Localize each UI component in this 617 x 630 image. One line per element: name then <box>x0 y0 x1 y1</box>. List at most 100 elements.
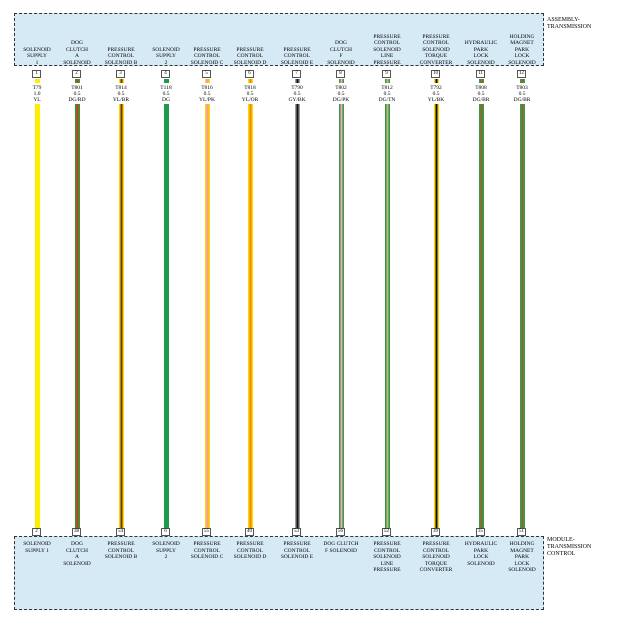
wire-color-code: DG/BR <box>472 97 490 103</box>
wire-info: T801 0.5 DG/RD <box>57 85 97 103</box>
wire-stub-top <box>74 79 80 83</box>
wire-color-code: YL <box>33 97 41 103</box>
wire <box>338 104 344 528</box>
top-connector-label: PRESSURE CONTROL SOLENOID D <box>233 46 267 66</box>
wire-color-code: YL/BK <box>427 97 445 103</box>
bottom-connector-label: PRESSURE CONTROL SOLENOID D <box>233 541 267 560</box>
top-pin-number: 2 <box>72 70 81 78</box>
wire-circuit: T818 <box>244 85 256 91</box>
top-connector-label: PRESSURE CONTROL SOLENOID C <box>190 46 224 66</box>
bottom-pin-number: 38 <box>72 528 81 536</box>
wire-gauge: 0.5 <box>73 91 81 97</box>
top-pin-number: 8 <box>336 70 345 78</box>
top-connector-label: HOLDING MAGNET PARK LOCK SOLENOID <box>508 33 536 66</box>
top-connector-label: SOLENOID SUPPLY 2 <box>152 46 180 66</box>
bottom-connector-label: SOLENOID SUPPLY 1 <box>23 541 51 554</box>
wire-stub-top <box>384 79 390 83</box>
wire-circuit: T792 <box>430 85 442 91</box>
wire-stub-top <box>34 79 40 83</box>
wire-color-code: DG/PK <box>332 97 350 103</box>
wire-stub-top <box>519 79 525 83</box>
top-connector-label: HYDRAULIC PARK LOCK SOLENOID <box>464 40 498 66</box>
top-connector-label: PRESSURE CONTROL SOLENOID LINE PRESSURE <box>373 33 401 66</box>
wire-gauge: 0.5 <box>293 91 301 97</box>
top-pin-number: 6 <box>245 70 254 78</box>
wire <box>478 104 484 528</box>
wire-gauge: 0.5 <box>117 91 125 97</box>
wire-stub-top <box>294 79 300 83</box>
bottom-pin-number: 51 <box>517 528 526 536</box>
wire-color-code: DG/BR <box>513 97 531 103</box>
wire-info: T808 0.5 DG/BR <box>461 85 501 103</box>
wire-color-code: GY/BK <box>288 97 306 103</box>
wire-gauge: 1.0 <box>33 91 41 97</box>
top-pin-number: 4 <box>161 70 170 78</box>
wire-info: T792 0.5 YL/BK <box>416 85 456 103</box>
top-pin-number: 11 <box>476 70 485 78</box>
wire <box>34 104 40 528</box>
wire-info: T816 0.5 YL/PK <box>187 85 227 103</box>
top-connector-label: PRESSURE CONTROL SOLENOID TORQUE CONVERT… <box>419 33 453 66</box>
bottom-connector-label: SOLENOID SUPPLY 2 <box>152 541 180 560</box>
wire-gauge: 0.5 <box>246 91 254 97</box>
wire-circuit: T802 <box>335 85 347 91</box>
wire-stub-top <box>338 79 344 83</box>
top-pin-number: 9 <box>382 70 391 78</box>
wire-gauge: 0.5 <box>337 91 345 97</box>
bottom-pin-number: 52 <box>382 528 391 536</box>
wire-circuit: T814 <box>115 85 127 91</box>
bottom-pin-number: 53 <box>292 528 301 536</box>
wire-info: T814 0.5 YL/BR <box>101 85 141 103</box>
bottom-connector-label: HYDRAULIC PARK LOCK SOLENOID <box>464 541 498 567</box>
wire-circuit: T118 <box>160 85 172 91</box>
wire-info: T818 0.5 YL/OR <box>230 85 270 103</box>
wire-info: T118 0.5 DG <box>146 85 186 103</box>
bottom-connector-label: PRESSURE CONTROL SOLENOID C <box>190 541 224 560</box>
top-connector-label: DOG CLUTCH A SOLENOID <box>63 40 91 66</box>
wire-color-code: DG/TN <box>378 97 396 103</box>
wire-color-code: YL/OR <box>241 97 259 103</box>
bottom-pin-number: 39 <box>431 528 440 536</box>
wire-color-code: DG/RD <box>68 97 86 103</box>
wire-stub-top <box>204 79 210 83</box>
wire <box>118 104 124 528</box>
wire-circuit: T801 <box>71 85 83 91</box>
top-pin-number: 10 <box>431 70 440 78</box>
bottom-pin-number: 40 <box>245 528 254 536</box>
top-pin-number: 12 <box>517 70 526 78</box>
wire-gauge: 0.5 <box>518 91 526 97</box>
wire <box>247 104 253 528</box>
wire-color-code: YL/BR <box>112 97 130 103</box>
wire-circuit: T812 <box>381 85 393 91</box>
wire-stub-top <box>433 79 439 83</box>
wire-gauge: 0.5 <box>477 91 485 97</box>
wire-stub-top <box>163 79 169 83</box>
wire-gauge: 0.5 <box>432 91 440 97</box>
wire-info: T790 0.5 GY/BK <box>277 85 317 103</box>
wire-gauge: 0.5 <box>162 91 170 97</box>
wire-stub-top <box>247 79 253 83</box>
wire <box>433 104 439 528</box>
transmission-assembly-box <box>14 13 544 66</box>
wire-circuit: T790 <box>291 85 303 91</box>
wire-info: T803 0.5 DG/BR <box>502 85 542 103</box>
wire-circuit: T803 <box>516 85 528 91</box>
wire-stub-top <box>478 79 484 83</box>
bottom-pin-number: 6 <box>161 528 170 536</box>
bottom-pin-number: 35 <box>476 528 485 536</box>
bottom-pin-number: 56 <box>336 528 345 536</box>
bottom-connector-label: PRESSURE CONTROL SOLENOID B <box>104 541 138 560</box>
wire <box>294 104 300 528</box>
top-connector-label: PRESSURE CONTROL SOLENOID B <box>104 46 138 66</box>
wire-circuit: T79 <box>32 85 42 91</box>
bottom-connector-label: PRESSURE CONTROL SOLENOID E <box>280 541 314 560</box>
wire <box>519 104 525 528</box>
top-connector-label: PRESSURE CONTROL SOLENOID E <box>280 46 314 66</box>
top-pin-number: 1 <box>32 70 41 78</box>
assembly-transmission-label: ASSEMBLY- TRANSMISSION <box>547 17 592 30</box>
wire-info: T802 0.5 DG/PK <box>321 85 361 103</box>
bottom-pin-number: 54 <box>116 528 125 536</box>
bottom-pin-number: 55 <box>202 528 211 536</box>
top-pin-number: 5 <box>202 70 211 78</box>
bottom-connector-label: DOG CLUTCH F SOLENOID <box>323 541 359 554</box>
